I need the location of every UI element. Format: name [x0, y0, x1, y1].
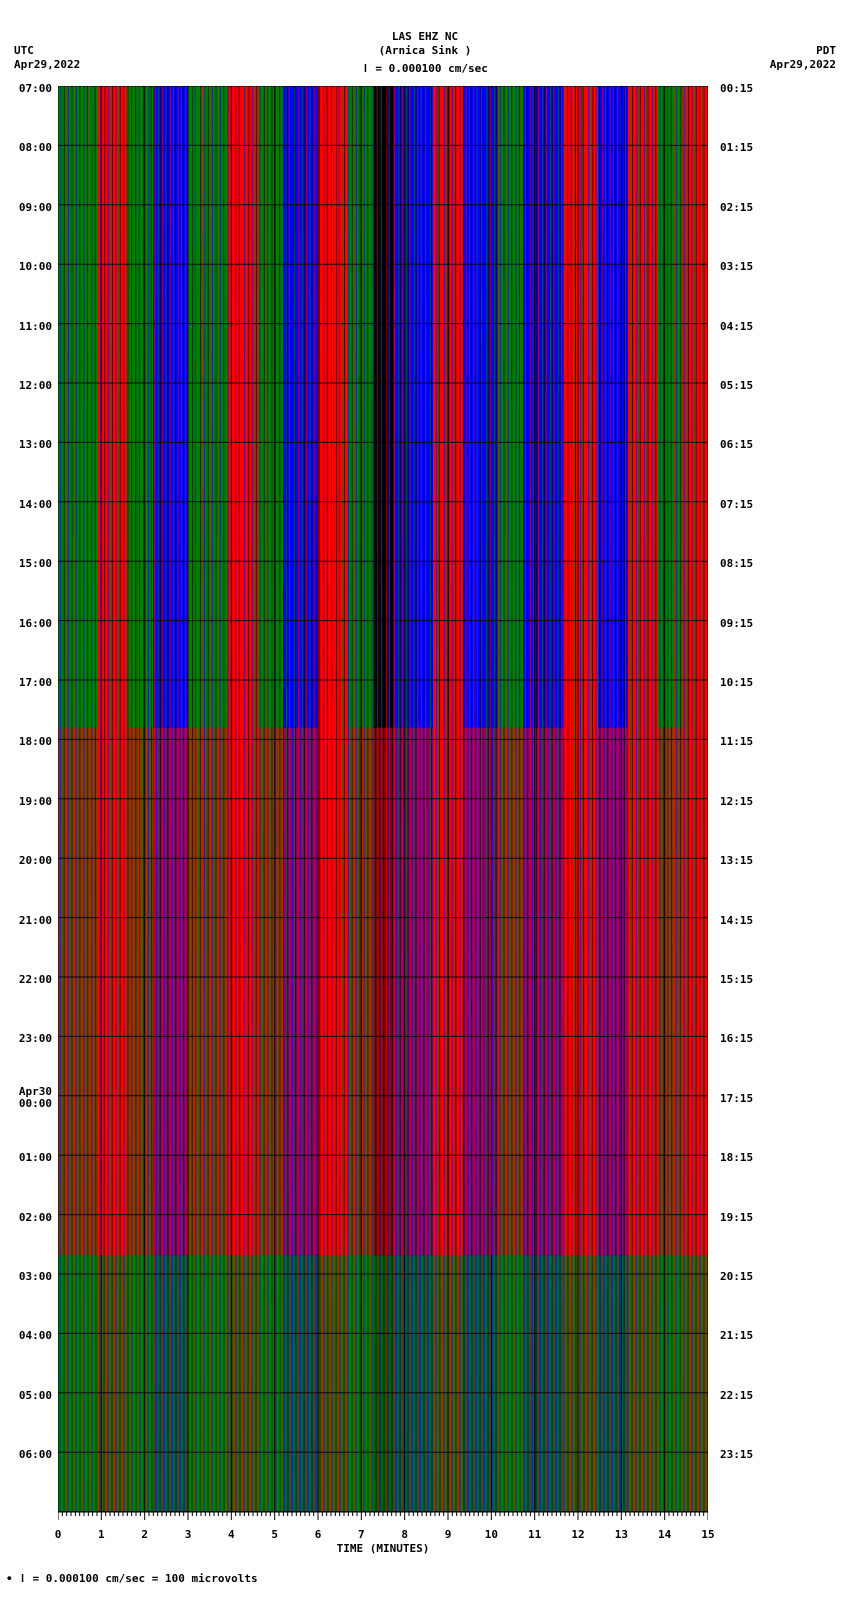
utc-time-label: 17:00 [19, 676, 52, 689]
x-tick-label: 11 [528, 1528, 541, 1541]
seismogram-container: LAS EHZ NC (Arnica Sink ) ǀ = 0.000100 c… [0, 0, 850, 1613]
pdt-time-label: 22:15 [720, 1389, 753, 1402]
left-time-labels: 07:0008:0009:0010:0011:0012:0013:0014:00… [0, 86, 56, 1512]
pdt-time-label: 04:15 [720, 320, 753, 333]
utc-time-label: 20:00 [19, 854, 52, 867]
utc-time-label: 18:00 [19, 735, 52, 748]
x-tick-label: 9 [445, 1528, 452, 1541]
pdt-time-label: 07:15 [720, 498, 753, 511]
pdt-time-label: 16:15 [720, 1032, 753, 1045]
utc-time-label: 09:00 [19, 201, 52, 214]
utc-time-label: 05:00 [19, 1389, 52, 1402]
x-tick-label: 6 [315, 1528, 322, 1541]
utc-time-label: 06:00 [19, 1448, 52, 1461]
x-tick-label: 2 [141, 1528, 148, 1541]
pdt-time-label: 12:15 [720, 795, 753, 808]
scale-bar-icon: ǀ [362, 62, 369, 75]
pdt-time-label: 17:15 [720, 1092, 753, 1105]
utc-time-label: 22:00 [19, 973, 52, 986]
location-title: (Arnica Sink ) [379, 44, 472, 57]
x-tick-label: 12 [571, 1528, 584, 1541]
utc-time-label: 23:00 [19, 1032, 52, 1045]
utc-time-label: 03:00 [19, 1270, 52, 1283]
utc-time-label: 00:00 [19, 1097, 52, 1110]
x-tick-label: 3 [185, 1528, 192, 1541]
station-title: LAS EHZ NC [392, 30, 458, 43]
utc-time-label: 01:00 [19, 1151, 52, 1164]
footer-scale-text: = 0.000100 cm/sec = 100 microvolts [33, 1572, 258, 1585]
pdt-time-label: 15:15 [720, 973, 753, 986]
header: LAS EHZ NC (Arnica Sink ) ǀ = 0.000100 c… [0, 0, 850, 85]
utc-time-label: 02:00 [19, 1211, 52, 1224]
x-tick-label: 14 [658, 1528, 671, 1541]
x-tick-label: 10 [485, 1528, 498, 1541]
x-tick-label: 4 [228, 1528, 235, 1541]
pdt-time-label: 05:15 [720, 379, 753, 392]
pdt-time-label: 23:15 [720, 1448, 753, 1461]
utc-time-label: 08:00 [19, 141, 52, 154]
x-tick-label: 5 [271, 1528, 278, 1541]
x-axis-title: TIME (MINUTES) [337, 1542, 430, 1555]
pdt-time-label: 14:15 [720, 914, 753, 927]
helicorder-plot [58, 86, 708, 1512]
utc-time-label: 04:00 [19, 1329, 52, 1342]
scale-indicator: ǀ = 0.000100 cm/sec [362, 62, 488, 75]
pdt-time-label: 18:15 [720, 1151, 753, 1164]
pdt-time-label: 19:15 [720, 1211, 753, 1224]
utc-time-label: 21:00 [19, 914, 52, 927]
right-time-labels: 00:1501:1502:1503:1504:1505:1506:1507:15… [716, 86, 846, 1512]
utc-time-label: 13:00 [19, 438, 52, 451]
utc-time-label: 07:00 [19, 82, 52, 95]
x-tick-label: 1 [98, 1528, 105, 1541]
x-tick-label: 8 [401, 1528, 408, 1541]
pdt-time-label: 11:15 [720, 735, 753, 748]
footer-scale-bar-icon: ǀ [19, 1572, 26, 1585]
x-tick-label: 13 [615, 1528, 628, 1541]
left-timezone-label: UTC [14, 44, 34, 57]
x-tick-label: 0 [55, 1528, 62, 1541]
right-timezone-label: PDT [816, 44, 836, 57]
x-tick-label: 7 [358, 1528, 365, 1541]
pdt-time-label: 20:15 [720, 1270, 753, 1283]
pdt-time-label: 08:15 [720, 557, 753, 570]
pdt-time-label: 21:15 [720, 1329, 753, 1342]
utc-time-label: 10:00 [19, 260, 52, 273]
utc-time-label: 19:00 [19, 795, 52, 808]
left-date-label: Apr29,2022 [14, 58, 80, 71]
utc-time-label: 12:00 [19, 379, 52, 392]
x-tick-label: 15 [701, 1528, 714, 1541]
utc-time-label: 15:00 [19, 557, 52, 570]
utc-time-label: 16:00 [19, 617, 52, 630]
x-axis: TIME (MINUTES) 0123456789101112131415 [58, 1522, 708, 1562]
footer-scale: ∙ ǀ = 0.000100 cm/sec = 100 microvolts [6, 1572, 258, 1585]
footer-scale-marker-icon: ∙ [6, 1572, 13, 1585]
utc-time-label: 11:00 [19, 320, 52, 333]
pdt-time-label: 02:15 [720, 201, 753, 214]
pdt-time-label: 09:15 [720, 617, 753, 630]
plot-svg [58, 86, 708, 1522]
pdt-time-label: 01:15 [720, 141, 753, 154]
pdt-time-label: 06:15 [720, 438, 753, 451]
pdt-time-label: 00:15 [720, 82, 753, 95]
scale-text: = 0.000100 cm/sec [375, 62, 488, 75]
pdt-time-label: 13:15 [720, 854, 753, 867]
pdt-time-label: 10:15 [720, 676, 753, 689]
utc-time-label: 14:00 [19, 498, 52, 511]
right-date-label: Apr29,2022 [770, 58, 836, 71]
pdt-time-label: 03:15 [720, 260, 753, 273]
